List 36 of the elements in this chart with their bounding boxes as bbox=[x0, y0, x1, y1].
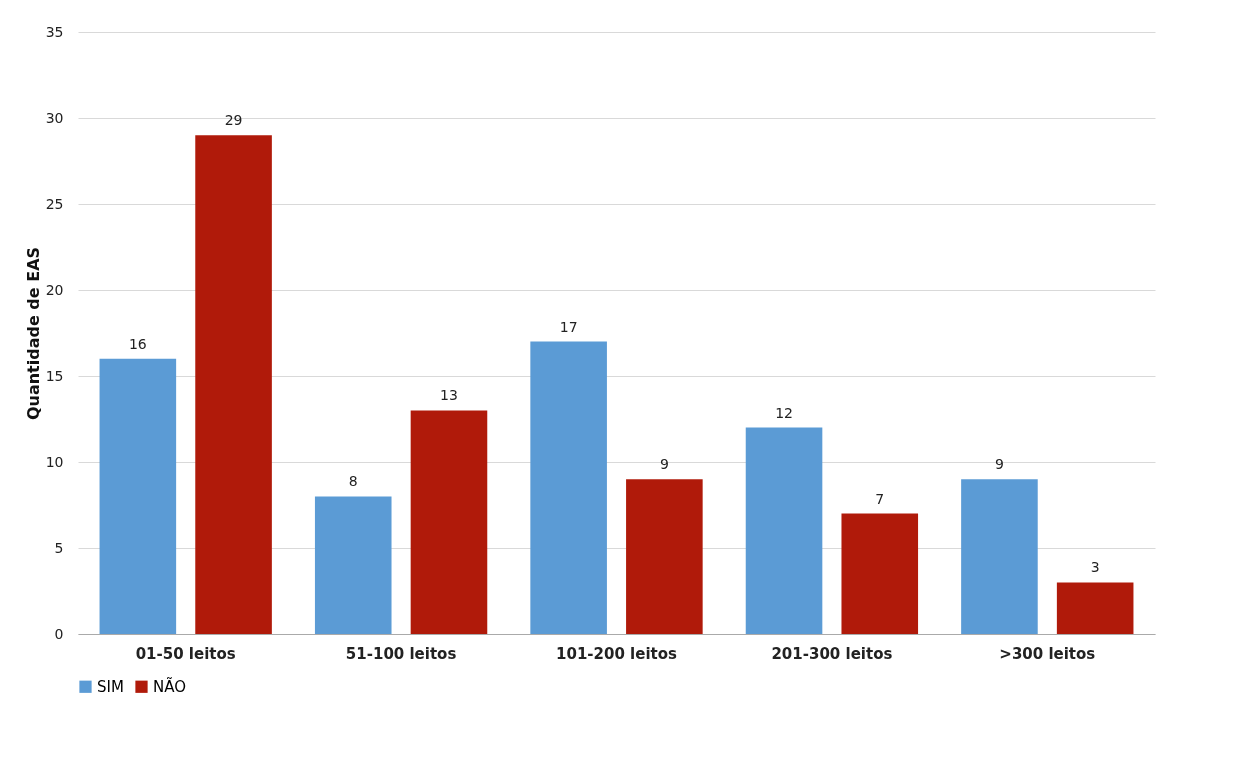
y-tick-label: 0 bbox=[54, 625, 64, 642]
data-label: 9 bbox=[994, 456, 1004, 473]
legend-label: NÃO bbox=[153, 676, 187, 696]
bar bbox=[961, 479, 1038, 634]
x-tick-label: 201-300 leitos bbox=[771, 644, 893, 663]
y-axis-title: Quantidade de EAS bbox=[23, 246, 43, 421]
data-label: 16 bbox=[128, 335, 147, 352]
bar bbox=[841, 513, 919, 634]
data-label: 17 bbox=[559, 318, 578, 335]
bar bbox=[99, 358, 177, 634]
bar bbox=[745, 427, 823, 634]
y-tick-label: 15 bbox=[45, 367, 64, 384]
bar bbox=[1056, 582, 1134, 634]
data-label: 8 bbox=[348, 473, 358, 490]
y-tick-label: 25 bbox=[45, 195, 64, 212]
y-tick-label: 30 bbox=[45, 109, 64, 126]
data-label: 7 bbox=[875, 490, 885, 507]
bar bbox=[410, 410, 488, 634]
bar bbox=[314, 496, 392, 634]
data-label: 12 bbox=[775, 404, 793, 421]
data-label: 3 bbox=[1090, 559, 1100, 576]
x-tick-label: >300 leitos bbox=[999, 644, 1096, 663]
bar bbox=[530, 341, 607, 634]
y-tick-label: 10 bbox=[45, 453, 64, 470]
x-tick-label: 01-50 leitos bbox=[135, 644, 236, 663]
x-tick-label: 101-200 leitos bbox=[556, 644, 678, 663]
legend-label: SIM bbox=[97, 677, 124, 696]
data-label: 9 bbox=[659, 456, 669, 473]
data-label: 29 bbox=[224, 112, 243, 129]
bar bbox=[626, 479, 703, 634]
data-label: 13 bbox=[440, 387, 458, 404]
y-tick-label: 5 bbox=[54, 539, 64, 556]
x-tick-label: 51-100 leitos bbox=[345, 644, 457, 663]
y-tick-label: 35 bbox=[45, 23, 64, 40]
y-tick-label: 20 bbox=[45, 281, 64, 298]
bar bbox=[195, 135, 272, 634]
